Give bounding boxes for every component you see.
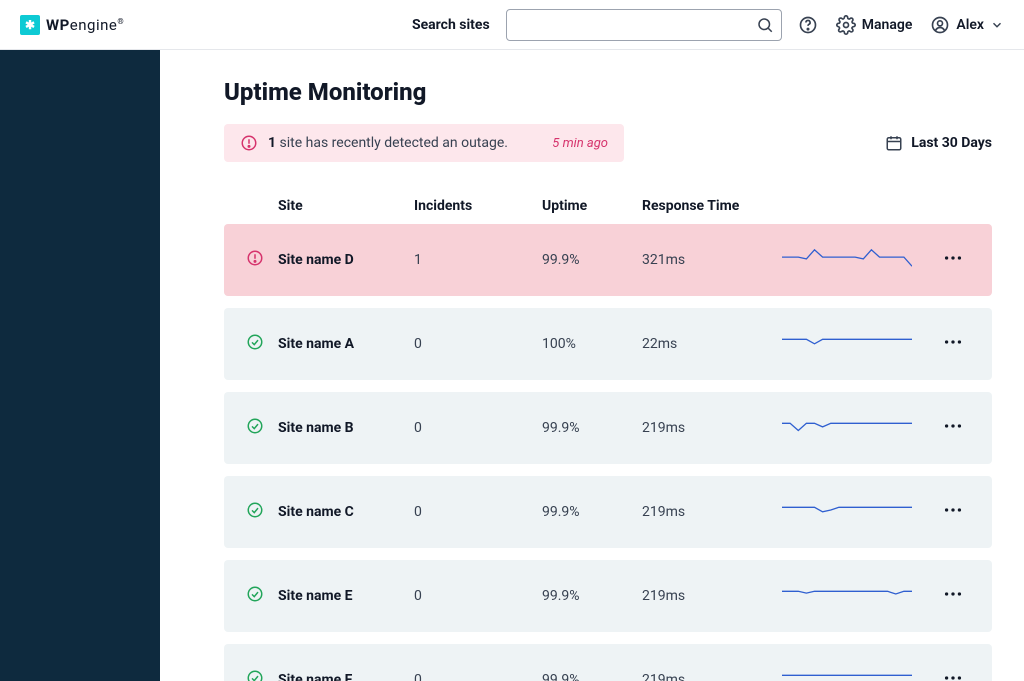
incidents-cell: 1 <box>414 252 542 268</box>
sparkline <box>782 244 912 272</box>
chevron-down-icon <box>990 18 1004 32</box>
status-ok-icon <box>246 333 264 351</box>
row-actions[interactable] <box>942 415 992 441</box>
period-label: Last 30 Days <box>911 135 992 151</box>
response-cell: 219ms <box>642 672 782 681</box>
search-input[interactable] <box>506 9 782 41</box>
row-menu-icon[interactable] <box>942 331 964 353</box>
uptime-cell: 99.9% <box>542 420 642 436</box>
search-icon[interactable] <box>756 16 774 34</box>
search-label: Search sites <box>412 17 490 33</box>
alert-text: 1 site has recently detected an outage. <box>268 135 542 151</box>
uptime-cell: 100% <box>542 336 642 352</box>
response-cell: 22ms <box>642 336 782 352</box>
incidents-cell: 0 <box>414 336 542 352</box>
table-row[interactable]: Site name E 0 99.9% 219ms <box>224 560 992 632</box>
spark-cell <box>782 664 942 681</box>
row-menu-icon[interactable] <box>942 247 964 269</box>
uptime-cell: 99.9% <box>542 252 642 268</box>
sidebar <box>0 50 160 681</box>
site-name: Site name E <box>278 588 414 604</box>
status-ok-icon <box>246 669 264 681</box>
search-wrap <box>506 9 782 41</box>
status-ok-icon <box>246 501 264 519</box>
manage-label: Manage <box>862 17 913 33</box>
row-actions[interactable] <box>942 583 992 609</box>
sparkline <box>782 412 912 440</box>
col-site: Site <box>278 198 414 214</box>
table-body: Site name D 1 99.9% 321ms Site name A 0 … <box>224 224 992 681</box>
sparkline <box>782 496 912 524</box>
row-menu-icon[interactable] <box>942 499 964 521</box>
response-cell: 219ms <box>642 588 782 604</box>
calendar-icon <box>885 134 903 152</box>
row-menu-icon[interactable] <box>942 667 964 681</box>
row-menu-icon[interactable] <box>942 583 964 605</box>
status-ok-icon <box>246 585 264 603</box>
main-content: Uptime Monitoring 1 site has recently de… <box>160 50 1024 681</box>
status-cell <box>224 333 278 355</box>
status-cell <box>224 249 278 271</box>
site-name: Site name B <box>278 420 414 436</box>
incidents-cell: 0 <box>414 588 542 604</box>
page-title: Uptime Monitoring <box>224 78 992 106</box>
uptime-cell: 99.9% <box>542 588 642 604</box>
spark-cell <box>782 496 942 528</box>
row-actions[interactable] <box>942 667 992 681</box>
spark-cell <box>782 580 942 612</box>
manage-button[interactable]: Manage <box>836 15 913 35</box>
col-incidents: Incidents <box>414 198 542 214</box>
table-row[interactable]: Site name B 0 99.9% 219ms <box>224 392 992 464</box>
response-cell: 219ms <box>642 504 782 520</box>
gear-icon <box>836 15 856 35</box>
site-name: Site name F <box>278 672 414 681</box>
alert-ago: 5 min ago <box>552 136 608 151</box>
sparkline <box>782 664 912 681</box>
user-icon <box>930 15 950 35</box>
status-cell <box>224 669 278 681</box>
site-name: Site name C <box>278 504 414 520</box>
row-actions[interactable] <box>942 247 992 273</box>
status-error-icon <box>246 249 264 267</box>
logo-text: WPengine® <box>46 16 124 34</box>
table-row[interactable]: Site name C 0 99.9% 219ms <box>224 476 992 548</box>
response-cell: 219ms <box>642 420 782 436</box>
logo-mark-icon: ✱ <box>20 15 40 35</box>
status-cell <box>224 501 278 523</box>
row-menu-icon[interactable] <box>942 415 964 437</box>
site-name: Site name D <box>278 252 414 268</box>
period-selector[interactable]: Last 30 Days <box>885 134 992 152</box>
incidents-cell: 0 <box>414 672 542 681</box>
incidents-cell: 0 <box>414 504 542 520</box>
help-icon[interactable] <box>798 15 818 35</box>
alert-icon <box>240 134 258 152</box>
status-ok-icon <box>246 417 264 435</box>
spark-cell <box>782 244 942 276</box>
sparkline <box>782 580 912 608</box>
response-cell: 321ms <box>642 252 782 268</box>
row-actions[interactable] <box>942 499 992 525</box>
user-menu[interactable]: Alex <box>930 15 1004 35</box>
spark-cell <box>782 328 942 360</box>
table-row[interactable]: Site name D 1 99.9% 321ms <box>224 224 992 296</box>
app-header: ✱ WPengine® Search sites Manage Alex <box>0 0 1024 50</box>
col-uptime: Uptime <box>542 198 642 214</box>
table-row[interactable]: Site name F 0 99.9% 219ms <box>224 644 992 681</box>
spark-cell <box>782 412 942 444</box>
row-actions[interactable] <box>942 331 992 357</box>
sparkline <box>782 328 912 356</box>
table-row[interactable]: Site name A 0 100% 22ms <box>224 308 992 380</box>
user-name: Alex <box>956 17 984 33</box>
logo[interactable]: ✱ WPengine® <box>20 15 160 35</box>
col-response: Response Time <box>642 198 782 214</box>
uptime-cell: 99.9% <box>542 672 642 681</box>
uptime-cell: 99.9% <box>542 504 642 520</box>
site-name: Site name A <box>278 336 414 352</box>
incidents-cell: 0 <box>414 420 542 436</box>
outage-alert[interactable]: 1 site has recently detected an outage. … <box>224 124 624 162</box>
status-cell <box>224 585 278 607</box>
status-cell <box>224 417 278 439</box>
table-header: Site Incidents Uptime Response Time <box>224 188 992 224</box>
